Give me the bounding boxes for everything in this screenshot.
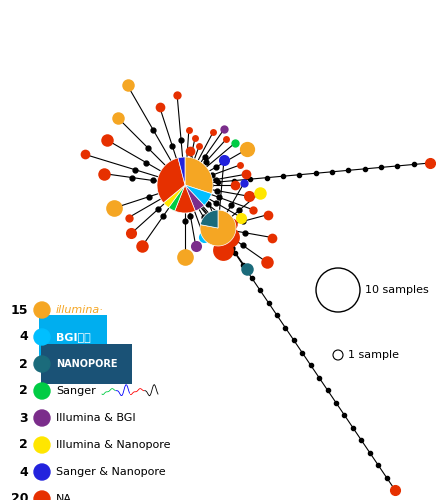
Wedge shape	[185, 157, 213, 194]
Text: BGI华大: BGI华大	[56, 332, 91, 342]
Text: NA: NA	[56, 494, 72, 500]
Wedge shape	[200, 210, 236, 246]
Text: 3: 3	[19, 412, 28, 424]
Wedge shape	[178, 157, 185, 185]
Circle shape	[34, 329, 50, 345]
Text: Sanger & Nanopore: Sanger & Nanopore	[56, 467, 166, 477]
Text: 20: 20	[10, 492, 28, 500]
Circle shape	[34, 356, 50, 372]
Text: NANOPORE: NANOPORE	[56, 359, 117, 369]
Circle shape	[34, 437, 50, 453]
Circle shape	[34, 464, 50, 480]
Text: Sanger: Sanger	[56, 386, 96, 396]
Text: 4: 4	[19, 466, 28, 478]
Wedge shape	[200, 210, 218, 228]
Text: illumina·: illumina·	[56, 305, 104, 315]
Text: 2: 2	[19, 358, 28, 370]
Circle shape	[34, 383, 50, 399]
Text: 1 sample: 1 sample	[348, 350, 399, 360]
Text: 15: 15	[10, 304, 28, 316]
Wedge shape	[185, 185, 204, 211]
Text: 2: 2	[19, 438, 28, 452]
Wedge shape	[164, 185, 185, 208]
Wedge shape	[185, 185, 211, 206]
Wedge shape	[169, 185, 185, 211]
Wedge shape	[157, 158, 185, 203]
Wedge shape	[175, 185, 195, 213]
Text: 2: 2	[19, 384, 28, 398]
Text: Illumina & BGI: Illumina & BGI	[56, 413, 136, 423]
Text: 10 samples: 10 samples	[365, 285, 429, 295]
Circle shape	[34, 410, 50, 426]
Circle shape	[34, 302, 50, 318]
Circle shape	[34, 491, 50, 500]
Text: Illumina & Nanopore: Illumina & Nanopore	[56, 440, 170, 450]
Text: 4: 4	[19, 330, 28, 344]
